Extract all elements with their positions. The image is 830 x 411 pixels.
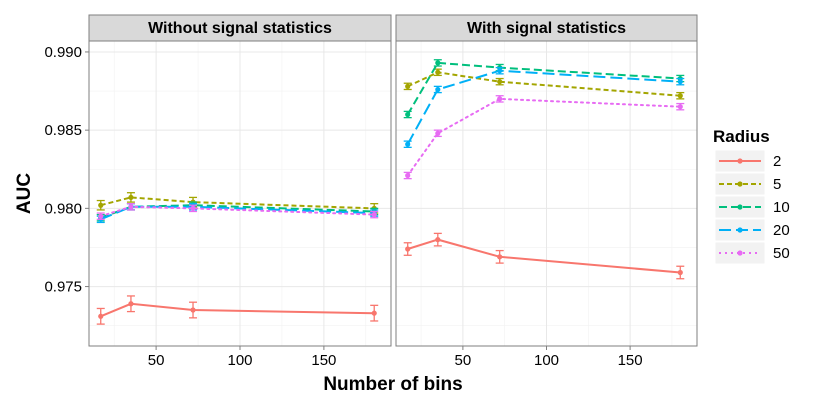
legend-key-point bbox=[737, 181, 743, 187]
data-point bbox=[677, 104, 683, 110]
data-point bbox=[497, 68, 503, 74]
panel-2: With signal statistics bbox=[395, 14, 698, 347]
x-axis-title: Number of bins bbox=[323, 374, 462, 395]
data-point bbox=[405, 83, 411, 89]
legend-label: 10 bbox=[773, 199, 790, 216]
legend-label: 5 bbox=[773, 176, 781, 193]
y-tick-label: 0.985 bbox=[44, 122, 82, 139]
data-point bbox=[98, 213, 104, 219]
data-point bbox=[405, 246, 411, 252]
data-point bbox=[128, 194, 134, 201]
data-point bbox=[677, 79, 683, 85]
x-tick-label: 50 bbox=[148, 352, 165, 369]
series-line bbox=[406, 61, 681, 116]
panel-1: Without signal statistics bbox=[88, 14, 392, 347]
panel-strip bbox=[395, 14, 698, 42]
y-axis-title: AUC bbox=[14, 173, 35, 214]
series-radius-50 bbox=[403, 95, 685, 180]
data-point bbox=[371, 212, 377, 218]
panel-title: With signal statistics bbox=[467, 20, 626, 37]
series-line bbox=[100, 196, 375, 210]
x-tick-label: 150 bbox=[618, 352, 643, 369]
legend-key-point bbox=[737, 158, 743, 164]
y-tick-label: 0.980 bbox=[44, 200, 82, 217]
data-point bbox=[677, 269, 683, 276]
legend-item-radius-10: 10 bbox=[714, 195, 790, 219]
data-point bbox=[435, 130, 441, 136]
series-line bbox=[406, 97, 682, 177]
data-point bbox=[497, 79, 503, 85]
data-point bbox=[190, 307, 196, 313]
data-point bbox=[371, 310, 377, 316]
data-point bbox=[405, 141, 411, 147]
grid-lines bbox=[89, 41, 391, 346]
legend-label: 20 bbox=[773, 222, 790, 239]
legend-item-radius-50: 50 bbox=[714, 241, 790, 265]
data-point bbox=[497, 254, 503, 260]
legend-item-radius-2: 2 bbox=[714, 149, 781, 173]
y-tick-label: 0.975 bbox=[44, 279, 82, 296]
series-line bbox=[406, 69, 681, 145]
data-point bbox=[128, 204, 134, 210]
data-point bbox=[435, 86, 441, 93]
legend-key-point bbox=[737, 204, 743, 210]
series-radius-2 bbox=[96, 295, 379, 325]
panel-strip bbox=[88, 14, 392, 42]
data-point bbox=[677, 93, 683, 99]
x-tick-label: 150 bbox=[311, 352, 336, 369]
legend-item-radius-20: 20 bbox=[714, 218, 790, 242]
data-point bbox=[128, 301, 134, 307]
legend-key-point bbox=[737, 227, 743, 233]
grid-lines bbox=[396, 41, 697, 346]
data-point bbox=[497, 96, 503, 102]
data-point bbox=[435, 69, 441, 75]
data-point bbox=[405, 111, 411, 118]
legend-item-radius-5: 5 bbox=[714, 172, 781, 196]
panel-title: Without signal statistics bbox=[148, 20, 332, 37]
series-line bbox=[100, 204, 375, 219]
legend-label: 50 bbox=[773, 245, 790, 262]
x-tick-label: 100 bbox=[227, 352, 252, 369]
x-tick-label: 50 bbox=[455, 352, 472, 369]
series-line bbox=[100, 302, 375, 318]
series-radius-20 bbox=[403, 66, 685, 149]
y-tick-label: 0.990 bbox=[44, 44, 82, 61]
data-point bbox=[435, 237, 441, 243]
legend-label: 2 bbox=[773, 153, 781, 170]
data-point bbox=[98, 202, 104, 208]
series-line bbox=[99, 205, 376, 218]
series-line bbox=[407, 238, 681, 274]
data-point bbox=[98, 313, 104, 319]
series-radius-5 bbox=[403, 68, 685, 100]
data-point bbox=[405, 172, 411, 179]
series-radius-2 bbox=[403, 232, 685, 280]
x-tick-label: 100 bbox=[534, 352, 559, 369]
legend-key-point bbox=[737, 250, 743, 256]
data-point bbox=[435, 60, 441, 66]
legend-title: Radius bbox=[713, 127, 770, 146]
series-radius-50 bbox=[96, 203, 379, 220]
series-line bbox=[407, 71, 681, 97]
data-point bbox=[190, 205, 196, 211]
